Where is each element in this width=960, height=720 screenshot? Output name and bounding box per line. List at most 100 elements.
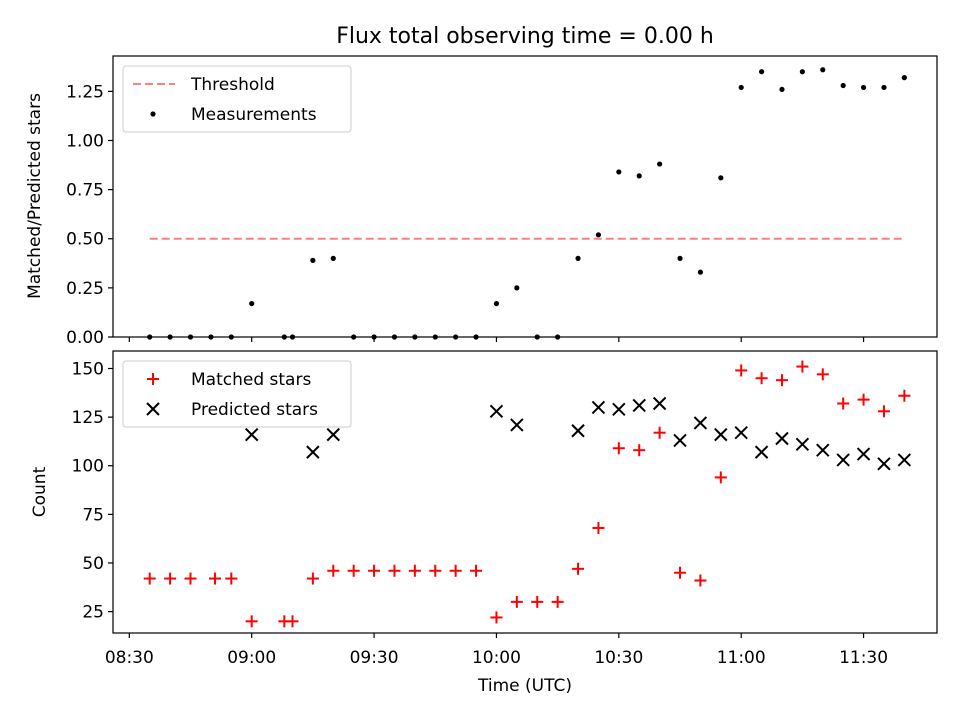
matched-stars-point [510, 595, 523, 608]
measurement-point [575, 255, 581, 261]
measurement-point [820, 67, 826, 73]
matched-stars-point [694, 574, 707, 587]
top-y-axis: 0.00 0.25 0.50 0.75 1.00 1.25 [66, 82, 113, 348]
measurements-legend-swatch [150, 111, 156, 117]
top-legend: Threshold Measurements [122, 65, 352, 133]
bottom-y-axis: 25 50 75 100 125 150 [72, 360, 113, 623]
matched-stars-point [408, 564, 421, 577]
predicted-stars-point [693, 416, 708, 430]
measurement-point [514, 285, 520, 291]
top-x-axis [128, 337, 865, 342]
top-axes-frame [112, 55, 938, 338]
top-y-tick-label: 0.25 [66, 279, 104, 299]
bottom-x-tick-label: 11:30 [839, 648, 888, 668]
predicted-stars-point [856, 447, 871, 461]
measurement-point [718, 175, 724, 181]
predicted-stars-point [775, 431, 789, 446]
predicted-stars-point [816, 443, 830, 457]
predicted-stars-point [836, 453, 850, 467]
matched-stars-point [490, 611, 503, 624]
measurements-legend-label: Measurements [191, 105, 317, 125]
matched-stars-point [735, 364, 748, 377]
predicted-stars-point [714, 427, 728, 442]
matched-stars-legend-swatch [147, 373, 159, 385]
bottom-x-tick-label: 10:30 [594, 648, 643, 668]
measurement-point [249, 300, 255, 307]
matched-stars-point [612, 442, 625, 455]
predicted-stars-point [734, 425, 748, 440]
measurement-point [901, 75, 907, 81]
matched-stars-point [674, 566, 687, 579]
matched-stars-point [653, 426, 666, 439]
matched-stars-point [775, 374, 788, 387]
top-y-axis-label: Matched/Predicted stars [25, 93, 45, 299]
measurement-point [799, 69, 805, 75]
predicted-stars-legend-label: Predicted stars [191, 400, 318, 420]
measurement-point [310, 257, 316, 263]
matched-stars-point [164, 572, 177, 585]
bottom-x-tick-label: 11:00 [717, 648, 766, 668]
predicted-stars-point [244, 427, 259, 442]
measurement-point [636, 173, 642, 179]
bottom-x-tick-label: 09:30 [350, 648, 399, 668]
top-y-tick-label: 0.00 [66, 328, 104, 348]
top-y-tick-label: 0.50 [66, 230, 104, 250]
matched-stars-point [225, 572, 238, 585]
matched-stars-point [755, 372, 768, 385]
matched-stars-point [572, 562, 585, 575]
bottom-y-tick-label: 100 [72, 457, 104, 477]
matched-stars-point [857, 393, 870, 406]
measurement-point [697, 269, 704, 275]
matched-stars-point [347, 564, 360, 577]
predicted-stars-point [877, 457, 891, 471]
predicted-stars-point [673, 433, 687, 448]
matched-stars-point [388, 564, 401, 577]
predicted-stars-point [897, 453, 912, 467]
top-y-tick-label: 0.75 [66, 181, 104, 201]
predicted-stars-point [795, 437, 810, 452]
bottom-axes-frame [112, 350, 938, 634]
predicted-stars-point [510, 418, 524, 432]
matched-stars-point [592, 521, 605, 534]
matched-stars-point [368, 564, 381, 577]
predicted-stars-point [326, 427, 340, 442]
top-y-tick-label: 1.25 [66, 82, 104, 102]
bottom-legend: Matched stars Predicted stars [122, 360, 352, 428]
matched-stars-point [531, 595, 544, 608]
matched-stars-point [208, 572, 221, 585]
matched-stars-point [245, 615, 258, 628]
predicted-stars-legend-swatch [146, 402, 160, 416]
matched-stars-point [327, 564, 340, 577]
matched-stars-point [470, 564, 483, 577]
bottom-y-axis-label: Count [30, 466, 50, 517]
matched-stars-point [816, 368, 829, 381]
matched-stars-point [837, 397, 850, 410]
bottom-y-tick-label: 125 [72, 408, 104, 428]
bottom-x-tick-label: 10:00 [472, 648, 521, 668]
predicted-stars-point [652, 396, 667, 411]
measurement-point [493, 300, 500, 307]
measurement-point [657, 161, 663, 167]
measurement-point [616, 169, 622, 175]
predicted-stars-point [612, 402, 626, 417]
measurement-point [881, 84, 887, 91]
bottom-x-tick-label: 08:30 [105, 648, 154, 668]
bottom-y-tick-label: 75 [82, 505, 104, 525]
matched-stars-point [551, 595, 564, 608]
predicted-stars-point [306, 445, 320, 459]
bottom-legend-box [122, 360, 352, 428]
matched-stars-point [286, 615, 299, 628]
matched-stars-legend-label: Matched stars [191, 370, 311, 390]
measurement-point [779, 86, 785, 93]
top-chart-title: Flux total observing time = 0.00 h [336, 24, 714, 49]
bottom-y-tick-label: 150 [72, 360, 104, 380]
bottom-y-tick-label: 50 [82, 554, 104, 574]
measurement-point [595, 232, 602, 238]
predicted-stars-point [591, 400, 606, 415]
top-panel: 0.00 0.25 0.50 0.75 1.00 1.25 Matched/Predict… [25, 55, 938, 348]
predicted-stars-point [632, 398, 646, 413]
predicted-stars-point [489, 404, 504, 418]
matched-stars-point [796, 360, 809, 373]
matched-stars-point [898, 389, 911, 402]
